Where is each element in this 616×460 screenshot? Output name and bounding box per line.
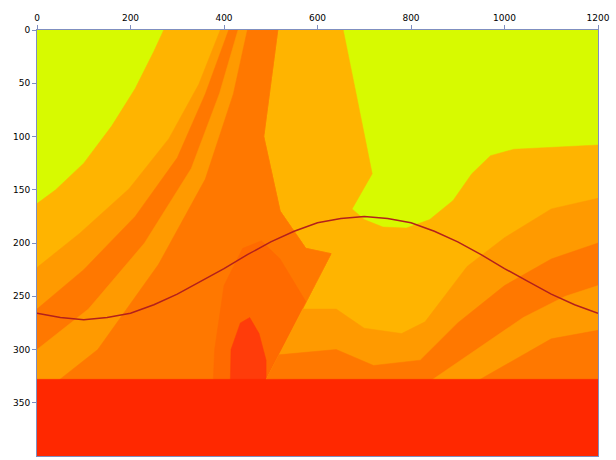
svg-text:600: 600 [309,13,326,23]
svg-text:150: 150 [13,185,30,195]
svg-text:1000: 1000 [493,13,516,23]
svg-text:800: 800 [402,13,419,23]
svg-text:1200: 1200 [587,13,610,23]
svg-text:250: 250 [13,291,30,301]
svg-text:300: 300 [13,345,30,355]
svg-text:0: 0 [34,13,40,23]
svg-text:50: 50 [19,78,31,88]
svg-text:200: 200 [122,13,139,23]
svg-text:200: 200 [13,238,30,248]
svg-text:400: 400 [215,13,232,23]
svg-text:100: 100 [13,132,30,142]
svg-text:0: 0 [24,25,30,35]
svg-text:350: 350 [13,398,30,408]
